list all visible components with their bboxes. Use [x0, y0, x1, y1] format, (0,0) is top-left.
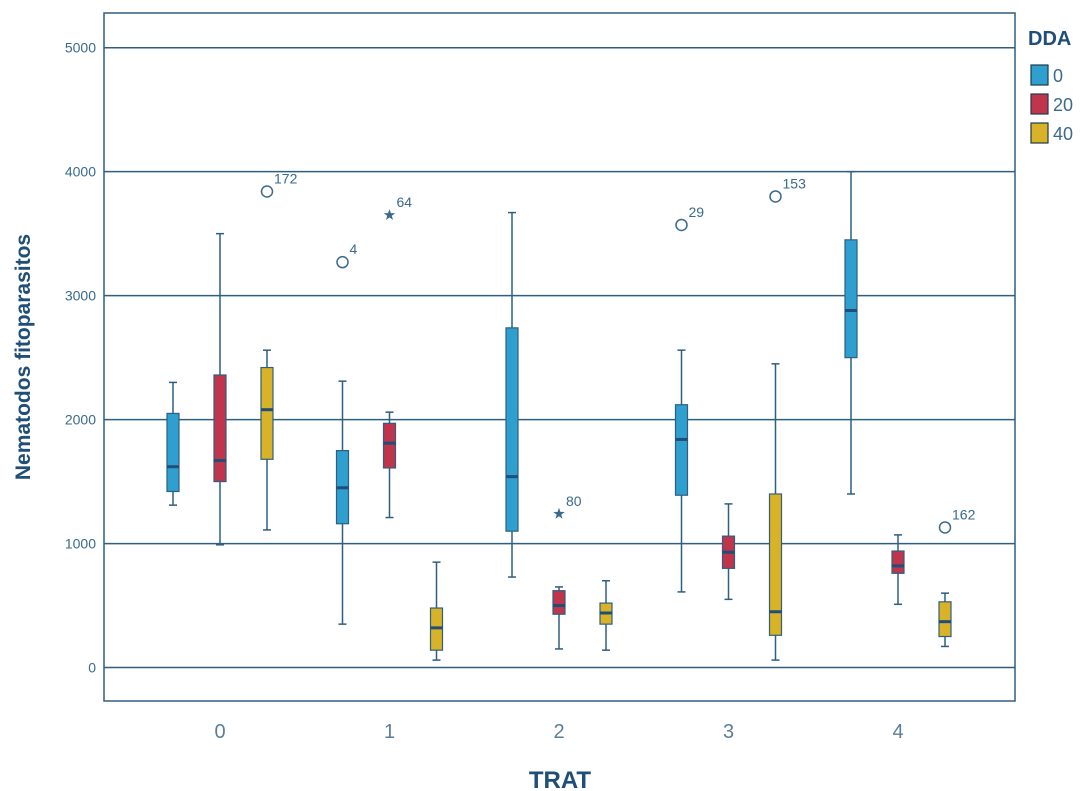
outlier-star [383, 209, 396, 220]
box-trat-3-dda-20 [721, 503, 736, 601]
box-trat-0-dda-0 [166, 381, 180, 506]
box-iqr [166, 412, 180, 493]
x-tick-label: 1 [384, 721, 395, 743]
box-iqr [213, 374, 227, 483]
outlier-circle [769, 190, 782, 203]
y-tick-label: 4000 [65, 164, 96, 180]
outlier-circle [336, 255, 349, 269]
legend-background [1017, 15, 1086, 158]
outlier-label: 172 [274, 171, 298, 187]
x-axis-ticks: 0 1 2 3 4 [214, 721, 903, 743]
outlier-circle [260, 185, 274, 198]
plot-area-frame [103, 12, 1016, 702]
y-tick-label: 1000 [65, 536, 96, 552]
x-axis-title: TRAT [529, 767, 592, 791]
outliers: 172 4 64 80 29 153 162 [260, 171, 976, 534]
x-tick-label: 0 [214, 721, 225, 743]
outlier-label: 29 [689, 204, 705, 220]
y-tick-label: 2000 [65, 412, 96, 428]
box-trat-4-dda-0 [844, 170, 858, 495]
legend-label-0: 0 [1053, 66, 1063, 86]
y-tick-label: 0 [88, 660, 96, 676]
box-trat-4-dda-20 [891, 534, 905, 606]
boxes [166, 170, 952, 661]
legend-label-20: 20 [1053, 95, 1073, 115]
outlier-label: 80 [566, 493, 582, 509]
box-iqr [844, 239, 858, 359]
outlier-star [553, 507, 565, 519]
box-trat-2-dda-40 [599, 580, 613, 651]
x-tick-label: 2 [553, 721, 564, 743]
box-trat-2-dda-0 [505, 211, 519, 578]
box-iqr [260, 366, 274, 460]
y-axis-ticks: 0 1000 2000 3000 4000 5000 [65, 40, 96, 676]
legend-label-40: 40 [1053, 124, 1073, 144]
box-iqr [552, 590, 566, 615]
legend: DDA 0 20 40 [1028, 28, 1073, 144]
legend-title: DDA [1028, 28, 1071, 50]
box-trat-0-dda-40 [260, 349, 274, 531]
x-tick-label: 3 [723, 721, 734, 743]
outlier-circle [675, 218, 688, 232]
outlier-label: 153 [783, 175, 807, 191]
y-axis-title: Nematodos fitoparasitos [12, 234, 35, 480]
legend-swatch-40 [1030, 122, 1049, 144]
y-tick-label: 3000 [65, 288, 96, 304]
box-iqr [891, 550, 905, 574]
box-trat-2-dda-20 [552, 586, 566, 650]
outlier-label: 4 [350, 241, 358, 257]
x-tick-label: 4 [892, 721, 903, 743]
y-tick-label: 5000 [65, 40, 96, 56]
box-trat-1-dda-20 [382, 411, 397, 519]
box-trat-3-dda-0 [674, 349, 689, 593]
outlier-label: 162 [952, 506, 976, 522]
outlier-label: 64 [397, 194, 413, 210]
box-iqr [505, 327, 519, 532]
box-iqr [768, 493, 783, 636]
box-trat-0-dda-20 [213, 232, 227, 546]
box-trat-1-dda-40 [429, 561, 444, 661]
box-trat-4-dda-40 [938, 592, 952, 648]
legend-swatch-0 [1030, 64, 1049, 86]
box-iqr [938, 601, 952, 638]
box-trat-1-dda-0 [335, 380, 350, 625]
box-iqr [382, 422, 397, 469]
legend-swatch-20 [1030, 93, 1049, 115]
box-iqr [674, 404, 689, 496]
outlier-circle [938, 521, 952, 534]
box-trat-3-dda-40 [768, 363, 783, 661]
grid-lines [104, 46, 1015, 669]
